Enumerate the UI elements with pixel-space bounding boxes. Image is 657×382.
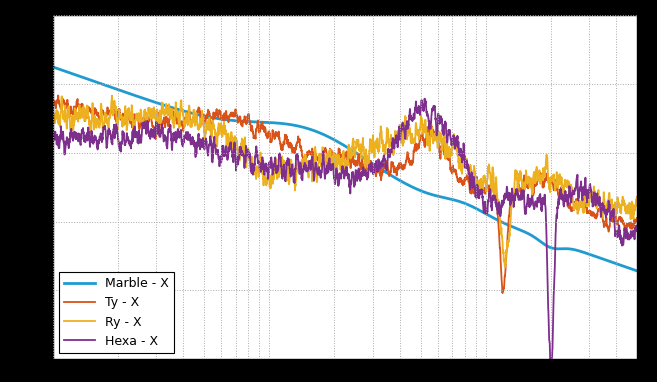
Hexa - X — [547, 363, 555, 368]
Ty - X — [116, 107, 124, 111]
Marble - X — [273, 121, 281, 125]
Ry - X — [150, 111, 158, 115]
Marble - X — [622, 265, 629, 269]
Ty - X — [55, 93, 62, 98]
Ry - X — [501, 265, 509, 269]
Line: Hexa - X: Hexa - X — [53, 99, 637, 366]
Ry - X — [108, 93, 116, 98]
Marble - X — [115, 88, 123, 92]
Hexa - X — [49, 135, 57, 140]
Ty - X — [150, 128, 158, 132]
Hexa - X — [559, 197, 567, 202]
Ry - X — [559, 192, 567, 197]
Hexa - X — [633, 226, 641, 231]
Hexa - X — [622, 233, 630, 237]
Ry - X — [273, 177, 281, 181]
Hexa - X — [420, 96, 428, 101]
Line: Ty - X: Ty - X — [53, 96, 637, 293]
Marble - X — [559, 246, 567, 251]
Ty - X — [559, 187, 567, 191]
Ry - X — [116, 116, 124, 120]
Legend: Marble - X, Ty - X, Ry - X, Hexa - X: Marble - X, Ty - X, Ry - X, Hexa - X — [59, 272, 174, 353]
Hexa - X — [150, 131, 158, 136]
Marble - X — [150, 100, 158, 104]
Ty - X — [633, 216, 641, 220]
Ry - X — [633, 204, 641, 208]
Hexa - X — [115, 144, 123, 148]
Line: Ry - X: Ry - X — [53, 96, 637, 267]
Marble - X — [49, 65, 57, 69]
Line: Marble - X: Marble - X — [53, 67, 637, 271]
Ty - X — [49, 102, 57, 107]
Ty - X — [298, 153, 306, 158]
Ry - X — [622, 209, 630, 214]
Ty - X — [622, 228, 630, 233]
Marble - X — [298, 125, 306, 129]
Ry - X — [49, 115, 57, 120]
Ry - X — [298, 157, 306, 162]
Hexa - X — [273, 168, 281, 173]
Marble - X — [633, 269, 641, 273]
Hexa - X — [298, 178, 306, 183]
Ty - X — [499, 291, 507, 295]
Ty - X — [273, 132, 281, 136]
